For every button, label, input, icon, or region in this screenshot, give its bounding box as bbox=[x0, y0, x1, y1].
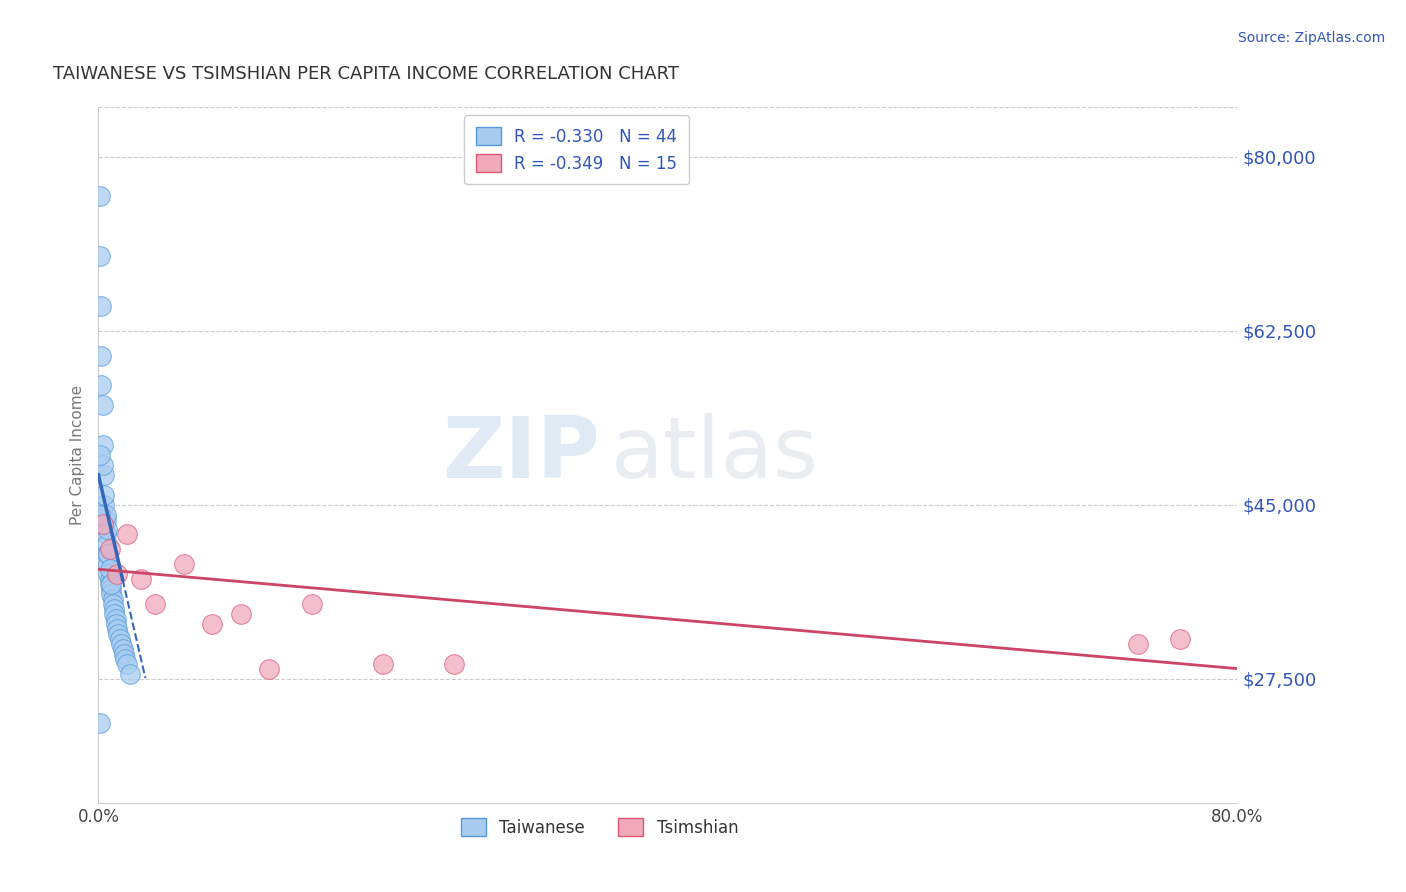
Point bbox=[90, 378, 112, 392]
Point bbox=[96, 537, 118, 551]
Point bbox=[89, 508, 111, 522]
Point bbox=[96, 523, 118, 537]
Point bbox=[100, 577, 122, 591]
Text: Source: ZipAtlas.com: Source: ZipAtlas.com bbox=[1237, 31, 1385, 45]
Point bbox=[97, 547, 120, 561]
Point bbox=[91, 458, 114, 472]
Point bbox=[101, 597, 124, 611]
Point bbox=[89, 716, 111, 731]
Point bbox=[112, 647, 135, 661]
Point bbox=[104, 612, 127, 626]
Point bbox=[118, 666, 141, 681]
Point bbox=[93, 467, 115, 482]
Point bbox=[173, 558, 195, 572]
Point bbox=[98, 562, 121, 576]
Text: atlas: atlas bbox=[612, 413, 818, 497]
Point bbox=[115, 657, 138, 671]
Point bbox=[373, 657, 395, 671]
Point bbox=[94, 527, 117, 541]
Point bbox=[111, 641, 134, 656]
Point bbox=[1126, 637, 1149, 651]
Point bbox=[90, 299, 112, 313]
Point bbox=[105, 567, 128, 582]
Point bbox=[103, 602, 125, 616]
Point bbox=[100, 582, 122, 596]
Point bbox=[91, 438, 114, 452]
Point bbox=[94, 508, 117, 522]
Point bbox=[114, 651, 136, 665]
Point bbox=[259, 662, 281, 676]
Point bbox=[108, 632, 131, 646]
Point bbox=[90, 349, 112, 363]
Point bbox=[97, 567, 120, 582]
Text: ZIP: ZIP bbox=[441, 413, 599, 497]
Point bbox=[91, 398, 114, 412]
Point bbox=[145, 597, 167, 611]
Point bbox=[201, 616, 224, 631]
Legend: Taiwanese, Tsimshian: Taiwanese, Tsimshian bbox=[454, 811, 745, 843]
Point bbox=[103, 607, 125, 621]
Point bbox=[89, 189, 111, 203]
Text: TAIWANESE VS TSIMSHIAN PER CAPITA INCOME CORRELATION CHART: TAIWANESE VS TSIMSHIAN PER CAPITA INCOME… bbox=[53, 65, 679, 83]
Point bbox=[229, 607, 252, 621]
Point bbox=[89, 448, 111, 462]
Point bbox=[97, 558, 120, 572]
Point bbox=[301, 597, 323, 611]
Point bbox=[96, 547, 118, 561]
Point bbox=[93, 488, 115, 502]
Point bbox=[89, 249, 111, 263]
Point bbox=[110, 637, 132, 651]
Point bbox=[91, 517, 114, 532]
Point bbox=[94, 512, 117, 526]
Point bbox=[98, 572, 121, 586]
Point bbox=[443, 657, 465, 671]
Point bbox=[1170, 632, 1192, 646]
Point bbox=[107, 627, 129, 641]
Point bbox=[100, 587, 122, 601]
Point bbox=[115, 527, 138, 541]
Point bbox=[98, 577, 121, 591]
Point bbox=[105, 622, 128, 636]
Point bbox=[129, 572, 152, 586]
Point bbox=[98, 542, 121, 557]
Y-axis label: Per Capita Income: Per Capita Income bbox=[69, 384, 84, 525]
Point bbox=[101, 592, 124, 607]
Point bbox=[93, 498, 115, 512]
Point bbox=[104, 616, 127, 631]
